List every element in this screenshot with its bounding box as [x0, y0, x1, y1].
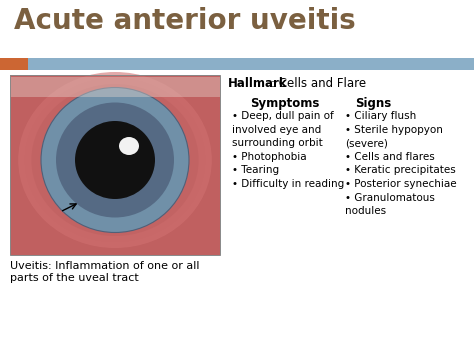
Ellipse shape [75, 121, 155, 199]
Bar [10, 75, 220, 255]
Ellipse shape [56, 103, 174, 218]
Text: Signs: Signs [355, 97, 391, 110]
Ellipse shape [31, 84, 199, 236]
Ellipse shape [25, 78, 205, 242]
Text: Symptoms: Symptoms [250, 97, 319, 110]
Text: : Cells and Flare: : Cells and Flare [271, 77, 366, 90]
Text: Hallmark: Hallmark [228, 77, 288, 90]
Bar [10, 75, 220, 255]
Bar [0, 58, 474, 70]
Bar [0, 58, 28, 70]
Text: Uveitis: Inflammation of one or all
parts of the uveal tract: Uveitis: Inflammation of one or all part… [10, 261, 200, 283]
Text: • Deep, dull pain of
involved eye and
surrounding orbit
• Photophobia
• Tearing
: • Deep, dull pain of involved eye and su… [232, 111, 344, 189]
Ellipse shape [41, 87, 189, 233]
Ellipse shape [18, 72, 212, 248]
Ellipse shape [119, 137, 139, 155]
Bar [10, 77, 220, 97]
Text: Acute anterior uveitis: Acute anterior uveitis [14, 7, 356, 35]
Text: • Ciliary flush
• Sterile hypopyon
(severe)
• Cells and flares
• Keratic precipi: • Ciliary flush • Sterile hypopyon (seve… [345, 111, 456, 216]
